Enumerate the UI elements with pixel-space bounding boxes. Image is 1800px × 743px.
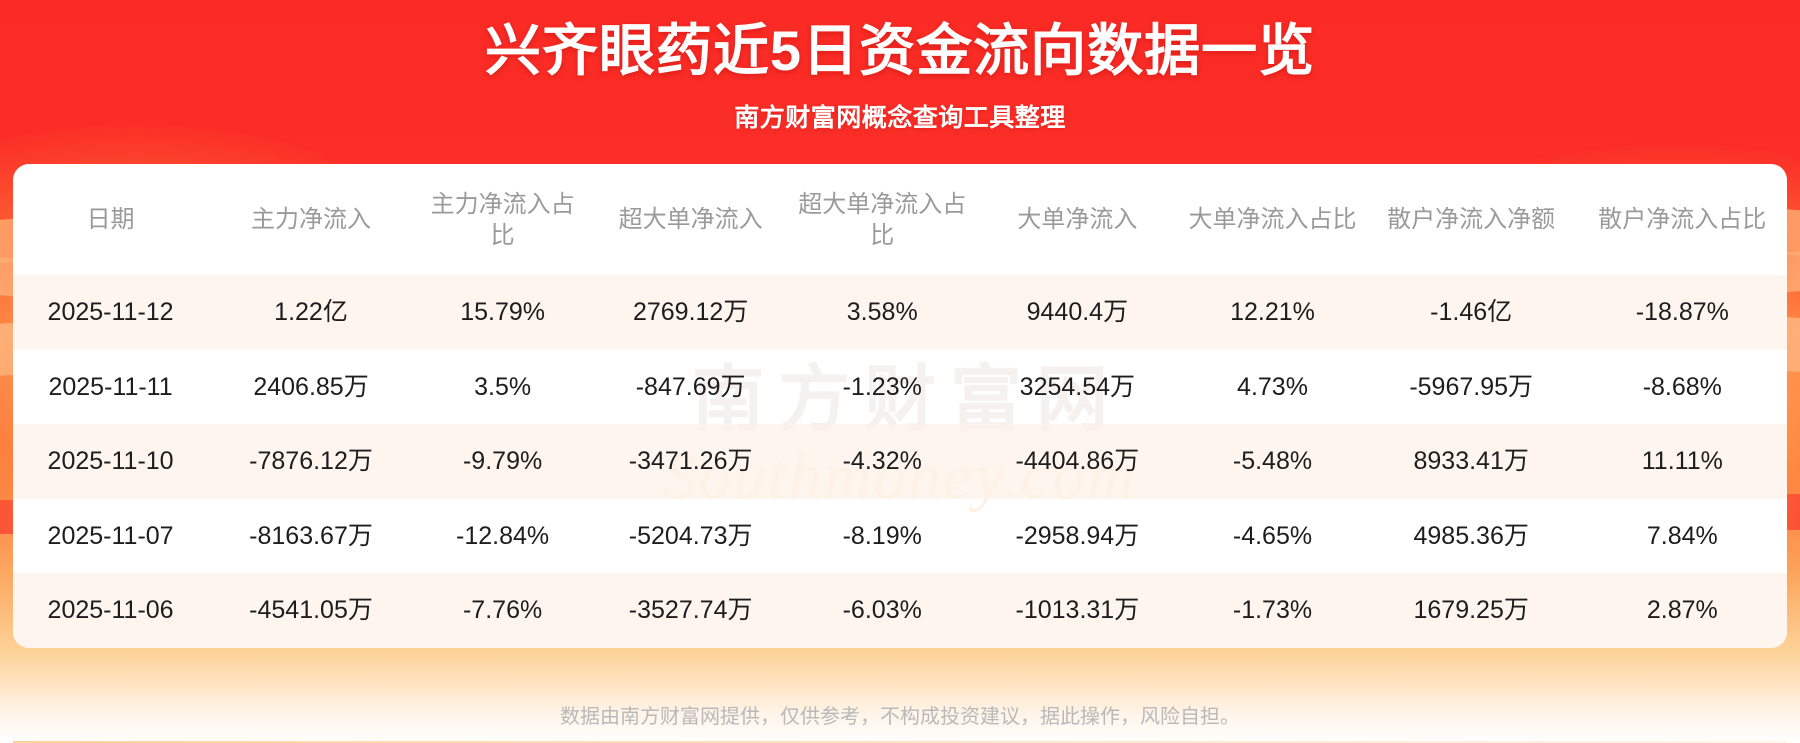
- cell-main-pct: -9.79%: [413, 424, 592, 499]
- column-header-retail-net: 散户净流入净额: [1387, 206, 1556, 234]
- cell-date: 2025-11-11: [48, 372, 173, 401]
- cell-retail-net: 1679.25万: [1364, 573, 1578, 648]
- cell-xl-net: 2769.12万: [591, 275, 790, 350]
- cell-lg-net: 3254.54万: [1019, 372, 1136, 401]
- column-header-date: 日期: [86, 206, 135, 234]
- cell-xl-pct: -6.03%: [789, 573, 975, 648]
- cell-main-net: 2406.85万: [253, 372, 369, 401]
- cell-xl-net: -3471.26万: [591, 424, 790, 499]
- column-header-lg-pct: 大单净流入占比: [1188, 206, 1357, 234]
- table-header: 日期 主力净流入 主力净流入占比 超大单净流入 超大单净流入占比 大单净流入 大…: [13, 164, 1787, 275]
- cell-date: 2025-11-07: [47, 521, 174, 550]
- cell-retail-net: -1.46亿: [1364, 275, 1578, 350]
- cell-retail-pct: -8.68%: [1642, 372, 1722, 401]
- cell-main-pct: -12.84%: [456, 521, 550, 550]
- page-subtitle: 南方财富网概念查询工具整理: [734, 104, 1066, 133]
- cell-retail-pct: 11.11%: [1577, 424, 1787, 499]
- column-header-xl-pct: 超大单净流入占比: [798, 191, 967, 249]
- column-header-lg-net: 大单净流入: [1017, 206, 1138, 234]
- column-header-retail-pct: 散户净流入占比: [1598, 206, 1767, 234]
- cell-main-pct: 15.79%: [413, 275, 592, 350]
- data-table-card: 南方财富网 Southmoney.com 日期 主力净流入 主力净流入占比 超大…: [13, 164, 1787, 648]
- cell-date: 2025-11-12: [13, 275, 209, 350]
- column-header-main-net: 主力净流入: [251, 206, 372, 234]
- cell-xl-net: -5204.73万: [628, 521, 753, 550]
- cell-lg-net: -1013.31万: [974, 573, 1181, 648]
- cell-lg-net: -4404.86万: [974, 424, 1181, 499]
- cell-xl-pct: -1.23%: [842, 372, 922, 401]
- cell-main-pct: 3.5%: [474, 372, 532, 401]
- cell-retail-pct: 7.84%: [1646, 521, 1718, 550]
- table-row: 2025-11-07 -8163.67万 -12.84% -5204.73万 -…: [13, 499, 1787, 574]
- cell-main-pct: -7.76%: [413, 573, 592, 648]
- cell-xl-net: -847.69万: [635, 372, 746, 401]
- cell-lg-pct: 12.21%: [1180, 275, 1365, 350]
- cell-retail-pct: -18.87%: [1577, 275, 1787, 350]
- table-row: 2025-11-06 -4541.05万 -7.76% -3527.74万 -6…: [13, 573, 1787, 648]
- cell-lg-pct: -5.48%: [1180, 424, 1365, 499]
- cell-lg-net: -2958.94万: [1015, 521, 1140, 550]
- card-underline-divider: [13, 741, 1787, 743]
- cell-lg-net: 9440.4万: [974, 275, 1181, 350]
- fund-flow-table: 日期 主力净流入 主力净流入占比 超大单净流入 超大单净流入占比 大单净流入 大…: [13, 164, 1787, 648]
- cell-retail-net: 4985.36万: [1413, 521, 1529, 550]
- column-header-xl-net: 超大单净流入: [618, 206, 763, 234]
- footer-disclaimer: 数据由南方财富网提供，仅供参考，不构成投资建议，据此操作，风险自担。: [560, 706, 1240, 728]
- cell-main-net: 1.22亿: [208, 275, 414, 350]
- page-header: 兴齐眼药近5日资金流向数据一览 南方财富网概念查询工具整理: [0, 0, 1800, 134]
- table-body: 2025-11-12 1.22亿 15.79% 2769.12万 3.58% 9…: [13, 275, 1787, 648]
- cell-main-net: -8163.67万: [249, 521, 373, 550]
- cell-lg-pct: 4.73%: [1237, 372, 1308, 401]
- cell-main-net: -4541.05万: [208, 573, 414, 648]
- cell-main-net: -7876.12万: [208, 424, 414, 499]
- cell-date: 2025-11-10: [13, 424, 209, 499]
- cell-lg-pct: -1.73%: [1180, 573, 1365, 648]
- table-row: 2025-11-10 -7876.12万 -9.79% -3471.26万 -4…: [13, 424, 1787, 499]
- cell-xl-pct: 3.58%: [789, 275, 975, 350]
- cell-xl-pct: -4.32%: [789, 424, 975, 499]
- cell-xl-net: -3527.74万: [591, 573, 790, 648]
- cell-retail-pct: 2.87%: [1577, 573, 1787, 648]
- cell-date: 2025-11-06: [13, 573, 209, 648]
- page-title: 兴齐眼药近5日资金流向数据一览: [484, 19, 1316, 82]
- table-header-row: 日期 主力净流入 主力净流入占比 超大单净流入 超大单净流入占比 大单净流入 大…: [13, 164, 1787, 275]
- cell-xl-pct: -8.19%: [842, 521, 922, 550]
- table-row: 2025-11-12 1.22亿 15.79% 2769.12万 3.58% 9…: [13, 275, 1787, 350]
- cell-retail-net: -5967.95万: [1409, 372, 1534, 401]
- column-header-main-pct: 主力净流入占比: [430, 191, 575, 249]
- table-row: 2025-11-11 2406.85万 3.5% -847.69万 -1.23%…: [13, 350, 1787, 425]
- cell-retail-net: 8933.41万: [1364, 424, 1578, 499]
- cell-lg-pct: -4.65%: [1232, 521, 1313, 550]
